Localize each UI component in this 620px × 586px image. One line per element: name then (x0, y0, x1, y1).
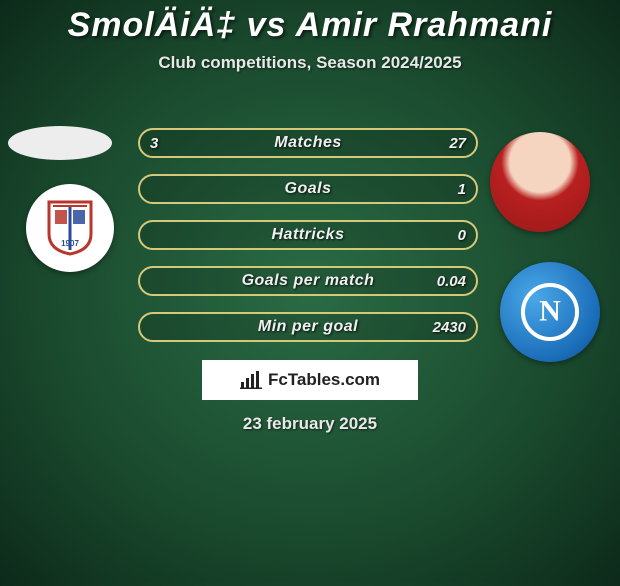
attribution-text: FcTables.com (268, 370, 380, 390)
stat-row: Goals per match 0.04 (138, 266, 478, 296)
stat-label: Matches (140, 130, 476, 156)
stat-right-value: 1 (458, 176, 466, 202)
attribution-badge: FcTables.com (202, 360, 418, 400)
stats-table: 3 Matches 27 Goals 1 Hattricks 0 Goals p… (138, 128, 478, 358)
svg-text:1907: 1907 (61, 239, 79, 248)
stat-row: Goals 1 (138, 174, 478, 204)
napoli-circle-icon: N (521, 283, 579, 341)
stat-right-value: 0.04 (437, 268, 466, 294)
player-right-photo (490, 132, 590, 232)
stat-label: Goals (140, 176, 476, 202)
stat-label: Goals per match (140, 268, 476, 294)
stat-row: Min per goal 2430 (138, 312, 478, 342)
club-left-badge: 1907 (26, 184, 114, 272)
stat-right-value: 27 (449, 130, 466, 156)
player-left-photo (8, 126, 112, 160)
page-subtitle: Club competitions, Season 2024/2025 (0, 53, 620, 73)
stat-label: Min per goal (140, 314, 476, 340)
stat-row: 3 Matches 27 (138, 128, 478, 158)
stat-right-value: 0 (458, 222, 466, 248)
napoli-letter: N (539, 294, 561, 328)
club-right-badge: N (500, 262, 600, 362)
page-title: SmolÄiÄ‡ vs Amir Rrahmani (0, 6, 620, 45)
date-label: 23 february 2025 (0, 414, 620, 434)
bars-chart-icon (240, 371, 262, 389)
stat-row: Hattricks 0 (138, 220, 478, 250)
stat-label: Hattricks (140, 222, 476, 248)
como-shield-icon: 1907 (47, 200, 93, 256)
stat-right-value: 2430 (433, 314, 466, 340)
